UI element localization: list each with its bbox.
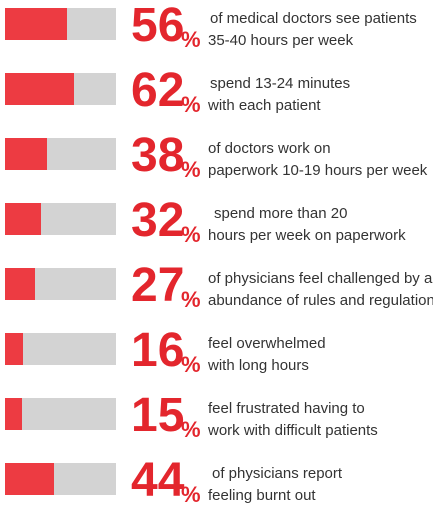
- stat-value: 62: [131, 64, 185, 117]
- stat-description-line-2: work with difficult patients: [208, 422, 378, 439]
- bar-fill: [5, 203, 41, 235]
- stat-description-line-1: of doctors work on: [208, 140, 331, 157]
- stat-description-line-2: 35-40 hours per week: [208, 32, 354, 49]
- percent-sign: %: [181, 157, 201, 182]
- stat-description-line-2: abundance of rules and regulations: [208, 292, 433, 309]
- percent-sign: %: [181, 92, 201, 117]
- stat-description-line-2: feeling burnt out: [208, 487, 316, 504]
- stat-value: 15: [131, 389, 185, 442]
- stat-description-line-2: with long hours: [208, 357, 309, 374]
- stat-row: 56% of medical doctors see patients 35-40 …: [0, 0, 433, 64]
- bar-track: [5, 268, 116, 300]
- percent-sign: %: [181, 417, 201, 442]
- bar-track: [5, 73, 116, 105]
- bar-track: [5, 8, 116, 40]
- percent-sign: %: [181, 352, 201, 377]
- stat-row: 27% of physicians feel challenged by an ab…: [0, 259, 433, 324]
- stat-description-line-1: feel overwhelmed: [208, 335, 326, 352]
- bar-fill: [5, 73, 74, 105]
- stat-row: 62% spend 13-24 minutes with each patient: [0, 64, 433, 129]
- percent-sign: %: [181, 222, 201, 247]
- stat-value: 32: [131, 194, 185, 247]
- bar-fill: [5, 138, 47, 170]
- stat-value: 56: [131, 0, 185, 52]
- stat-description-line-2: hours per week on paperwork: [208, 227, 406, 244]
- bar-track: [5, 333, 116, 365]
- bar-track: [5, 398, 116, 430]
- stat-description-line-1: of physicians report: [212, 465, 343, 482]
- stat-description-line-1: spend 13-24 minutes: [210, 75, 351, 92]
- stat-row: 32% spend more than 20 hours per week on p…: [0, 194, 433, 259]
- percent-sign: %: [181, 287, 201, 312]
- percent-sign: %: [181, 27, 201, 52]
- bar-track: [5, 463, 116, 495]
- stat-value: 16: [131, 324, 185, 377]
- bar-track: [5, 138, 116, 170]
- bar-track: [5, 203, 116, 235]
- bar-fill: [5, 398, 22, 430]
- bar-fill: [5, 463, 54, 495]
- bar-fill: [5, 8, 67, 40]
- percent-sign: %: [181, 482, 201, 507]
- stat-description-line-2: paperwork 10-19 hours per week: [208, 162, 428, 179]
- stat-description-line-1: of medical doctors see patients: [210, 10, 417, 27]
- stat-row: 38% of doctors work on paperwork 10-19 hou…: [0, 129, 433, 194]
- bar-fill: [5, 268, 35, 300]
- stat-row: 16% feel overwhelmed with long hours: [0, 324, 433, 389]
- stat-description-line-2: with each patient: [208, 97, 321, 114]
- stat-row: 15% feel frustrated having to work with di…: [0, 389, 433, 454]
- stat-value: 38: [131, 129, 185, 182]
- stat-value: 44: [131, 454, 185, 507]
- stat-description-line-1: feel frustrated having to: [208, 400, 365, 417]
- stat-value: 27: [131, 259, 185, 312]
- stat-row: 44% of physicians report feeling burnt out: [0, 454, 433, 519]
- stat-description-line-1: spend more than 20: [214, 205, 348, 222]
- bar-fill: [5, 333, 23, 365]
- stat-description-line-1: of physicians feel challenged by an: [208, 270, 433, 287]
